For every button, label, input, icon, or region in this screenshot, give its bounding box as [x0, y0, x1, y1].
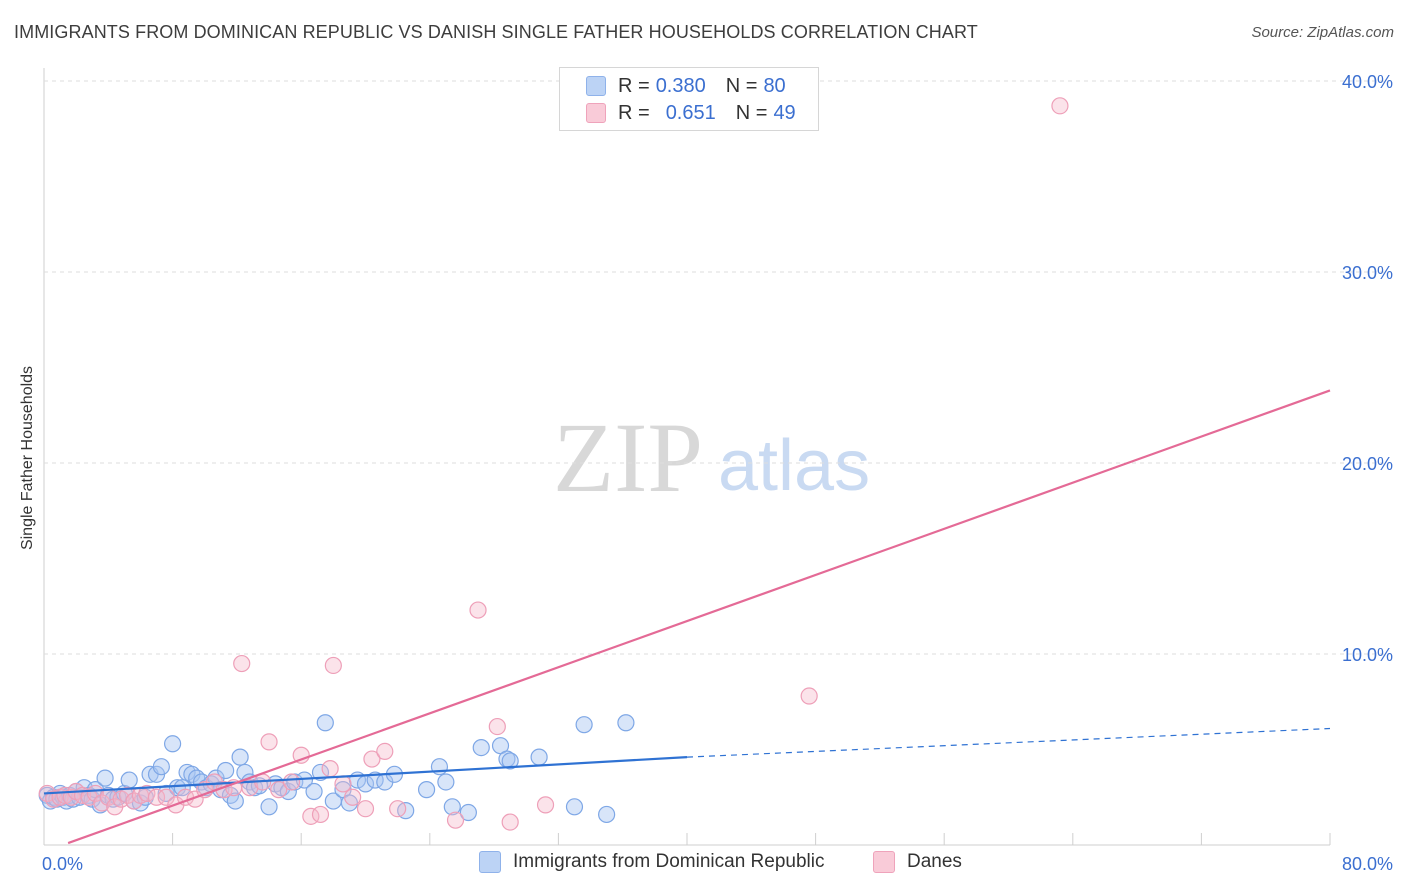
data-point-dominican — [152, 758, 170, 776]
legend-swatch-pink — [586, 103, 606, 123]
data-point-danes — [93, 794, 111, 812]
trend-line-dominican-extension — [686, 727, 1331, 758]
data-point-dominican — [96, 769, 114, 787]
legend-r-label-blue: R = — [618, 74, 650, 97]
y-tick-label: 20.0% — [1342, 454, 1393, 474]
data-point-danes — [446, 811, 465, 829]
y-tick-label: 30.0% — [1342, 263, 1393, 283]
data-point-dominican — [120, 771, 138, 789]
data-point-danes — [125, 792, 143, 810]
data-point-dominican — [575, 716, 593, 734]
legend-r-value-pink: 0.651 — [665, 101, 716, 124]
data-point-dominican — [443, 798, 461, 816]
series-swatch-blue — [479, 851, 501, 873]
data-point-danes — [321, 759, 339, 778]
source-label: Source: ZipAtlas.com — [1251, 24, 1394, 41]
data-point-danes — [800, 687, 818, 705]
x-tick-label-min: 0.0% — [42, 854, 83, 874]
data-point-dominican — [565, 798, 584, 816]
data-point-danes — [118, 786, 137, 804]
data-point-dominican — [164, 735, 182, 753]
data-point-dominican — [316, 714, 334, 732]
data-point-danes — [138, 784, 156, 803]
data-point-danes — [488, 717, 506, 736]
series-legend: Immigrants from Dominican Republic Danes — [0, 851, 1406, 879]
watermark-zip: ZIP — [553, 402, 703, 513]
data-point-dominican — [231, 748, 249, 766]
data-point-dominican — [311, 763, 330, 782]
data-point-dominican — [173, 779, 191, 797]
data-point-dominican — [226, 792, 244, 810]
x-tick-label-max: 80.0% — [1342, 854, 1393, 874]
data-point-danes — [1051, 97, 1069, 115]
legend-row-pink: R = 0.651 N = 49 — [586, 100, 796, 126]
legend-n-value-blue: 80 — [763, 74, 786, 97]
data-point-danes — [334, 775, 352, 793]
series-legend-pink: Danes — [873, 851, 962, 873]
trend-line-dominican — [43, 756, 688, 795]
data-point-dominican — [417, 781, 436, 799]
data-point-dominican — [459, 803, 477, 822]
legend-n-label-blue: N = — [725, 74, 758, 97]
data-point-dominican — [217, 761, 235, 780]
data-point-danes — [282, 773, 301, 791]
data-point-danes — [469, 601, 487, 619]
data-point-danes — [344, 788, 362, 806]
data-point-danes — [233, 654, 251, 673]
data-point-danes — [45, 790, 63, 808]
legend-r-value-blue: 0.380 — [655, 74, 706, 97]
data-point-danes — [376, 742, 394, 761]
correlation-legend: R = 0.380 N = 80 R = 0.651 N = 49 — [559, 67, 819, 131]
data-point-dominican — [260, 798, 278, 816]
y-axis-label: Single Father Households — [19, 365, 36, 551]
watermark-atlas: atlas — [718, 426, 871, 506]
series-label-blue: Immigrants from Dominican Republic — [513, 851, 825, 872]
legend-r-label-pink: R = — [618, 101, 650, 124]
data-point-dominican — [501, 752, 519, 770]
legend-n-value-pink: 49 — [773, 101, 796, 124]
data-point-danes — [270, 781, 288, 799]
data-point-danes — [311, 805, 330, 824]
data-point-dominican — [437, 773, 455, 791]
data-point-dominican — [598, 805, 616, 824]
chart-title: IMMIGRANTS FROM DOMINICAN REPUBLIC VS DA… — [14, 22, 978, 42]
data-point-dominican — [305, 782, 323, 801]
series-swatch-pink — [873, 851, 895, 873]
data-point-danes — [363, 750, 381, 768]
data-point-danes — [501, 813, 519, 831]
legend-swatch-blue — [586, 76, 606, 96]
data-point-danes — [356, 800, 375, 818]
data-point-danes — [260, 733, 278, 751]
data-point-danes — [389, 800, 407, 818]
data-point-danes — [147, 788, 166, 806]
legend-n-label-pink: N = — [735, 101, 768, 124]
y-tick-label: 10.0% — [1342, 645, 1393, 665]
data-point-danes — [324, 656, 342, 675]
legend-row-blue: R = 0.380 N = 80 — [586, 73, 786, 99]
y-tick-label: 40.0% — [1342, 72, 1393, 92]
series-legend-blue: Immigrants from Dominican Republic — [479, 851, 825, 873]
series-label-pink: Danes — [907, 851, 962, 872]
data-point-dominican — [530, 748, 548, 766]
data-point-dominican — [617, 714, 635, 732]
data-point-dominican — [472, 738, 490, 757]
data-point-danes — [292, 746, 310, 764]
data-point-danes — [536, 796, 555, 814]
trend-line-danes — [67, 389, 1331, 845]
